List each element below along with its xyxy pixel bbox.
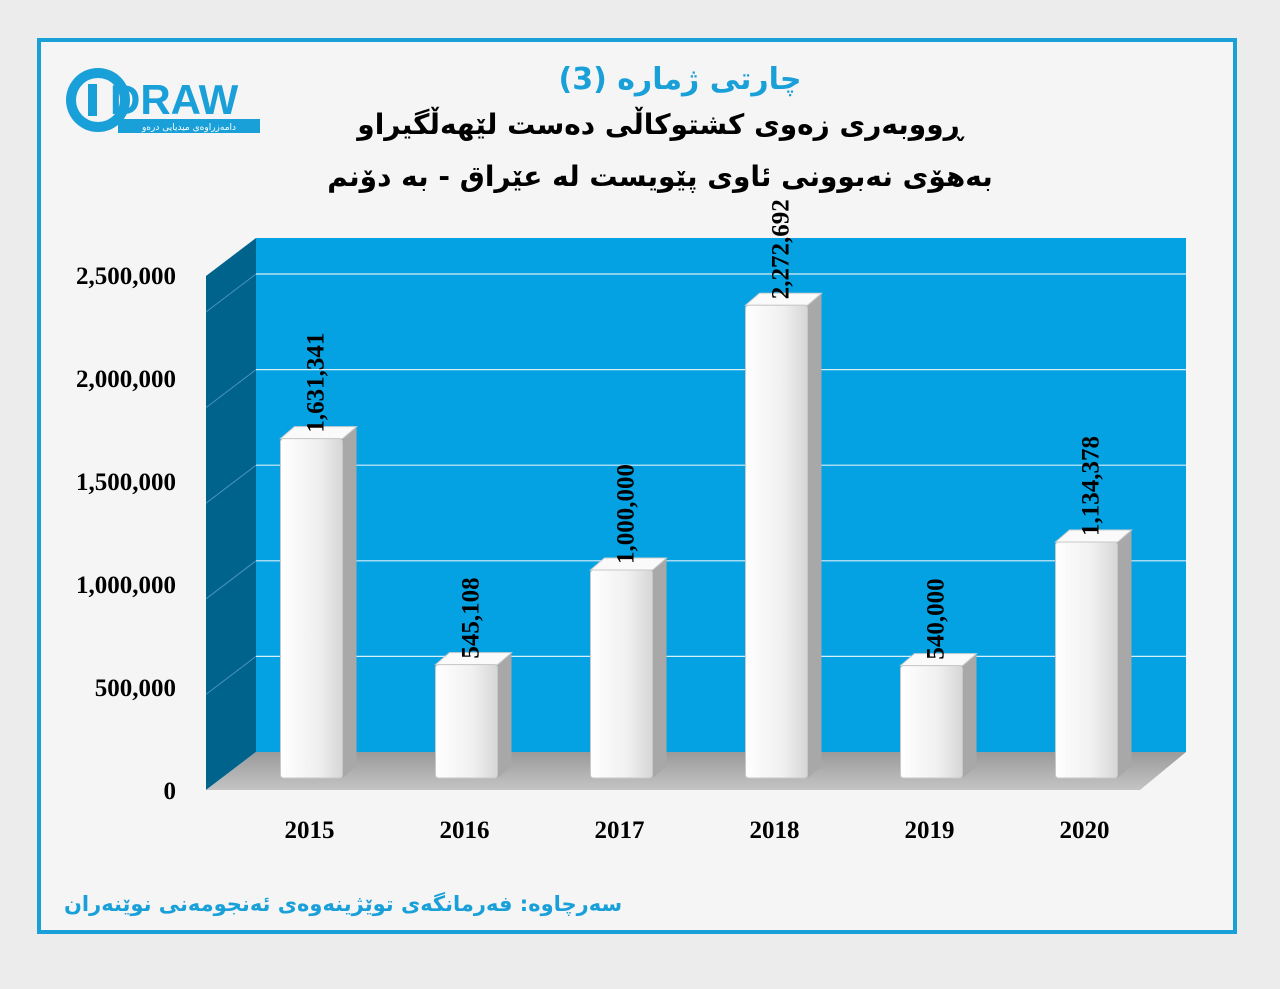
- gridline-side: [205, 273, 257, 313]
- bar-side: [962, 653, 977, 778]
- logo-inner-circle: [76, 78, 120, 122]
- bar-front: [280, 438, 343, 779]
- bar-front: [435, 664, 498, 779]
- bar-side: [497, 652, 512, 778]
- bar-front: [900, 665, 963, 779]
- bar-2017: [589, 557, 668, 779]
- bar-side: [1117, 530, 1132, 778]
- plot-side-wall: [206, 238, 256, 790]
- gridline-side: [205, 464, 257, 504]
- bar-2015: [279, 426, 358, 779]
- y-tick-label: 0: [164, 778, 177, 805]
- bar-side: [807, 293, 822, 778]
- data-label: 2,272,692: [768, 199, 795, 299]
- bar-front: [745, 304, 808, 779]
- data-label: 540,000: [923, 578, 950, 659]
- bar-side: [652, 558, 667, 778]
- draw-logo: DRAW دامەزراوەی میدیایی درەو: [66, 68, 260, 133]
- plot-back-wall: [256, 238, 1186, 752]
- y-tick-label: 1,500,000: [76, 469, 176, 496]
- chart-title: چارتی ژمارە (3): [558, 62, 802, 97]
- logo-wordmark: DRAW: [110, 76, 239, 123]
- logo-d-stem: [88, 84, 97, 116]
- logo-tagline: دامەزراوەی میدیایی درەو: [141, 123, 236, 133]
- x-tick-label: 2018: [750, 817, 800, 844]
- gridline-side: [205, 560, 257, 600]
- x-tick-label: 2020: [1060, 817, 1110, 844]
- x-tick-label: 2015: [285, 817, 335, 844]
- bar-2019: [899, 653, 978, 779]
- y-tick-label: 1,000,000: [76, 572, 176, 599]
- gridline-side: [205, 369, 257, 408]
- bar-side: [342, 426, 357, 778]
- bar-2018: [744, 292, 823, 779]
- x-tick-label: 2019: [905, 817, 955, 844]
- chart-subtitle-line-1: ڕووبەری زەوی کشتوکاڵی دەست لێهەڵگیراو: [357, 108, 963, 141]
- y-tick-label: 2,000,000: [76, 366, 176, 393]
- y-tick-label: 500,000: [95, 675, 176, 702]
- gridline-side: [205, 656, 257, 695]
- bar-front: [1055, 541, 1118, 779]
- data-label: 1,134,378: [1078, 436, 1105, 536]
- source-note: سەرچاوە: فەرمانگەی توێژینەوەی ئەنجومەنی …: [64, 892, 623, 916]
- chart-subtitle-line-2: بەهۆی نەبوونی ئاوی پێویست لە عێراق - بە …: [327, 160, 993, 193]
- bar-front: [590, 569, 653, 779]
- data-label: 1,631,341: [303, 333, 330, 433]
- x-tick-label: 2017: [595, 817, 645, 844]
- bar-2020: [1054, 529, 1133, 779]
- data-label: 545,108: [458, 577, 485, 658]
- x-tick-label: 2016: [440, 817, 490, 844]
- data-label: 1,000,000: [613, 464, 640, 564]
- bar-2016: [434, 652, 513, 779]
- y-tick-label: 2,500,000: [76, 263, 176, 290]
- logo-tagline-band: [118, 119, 260, 133]
